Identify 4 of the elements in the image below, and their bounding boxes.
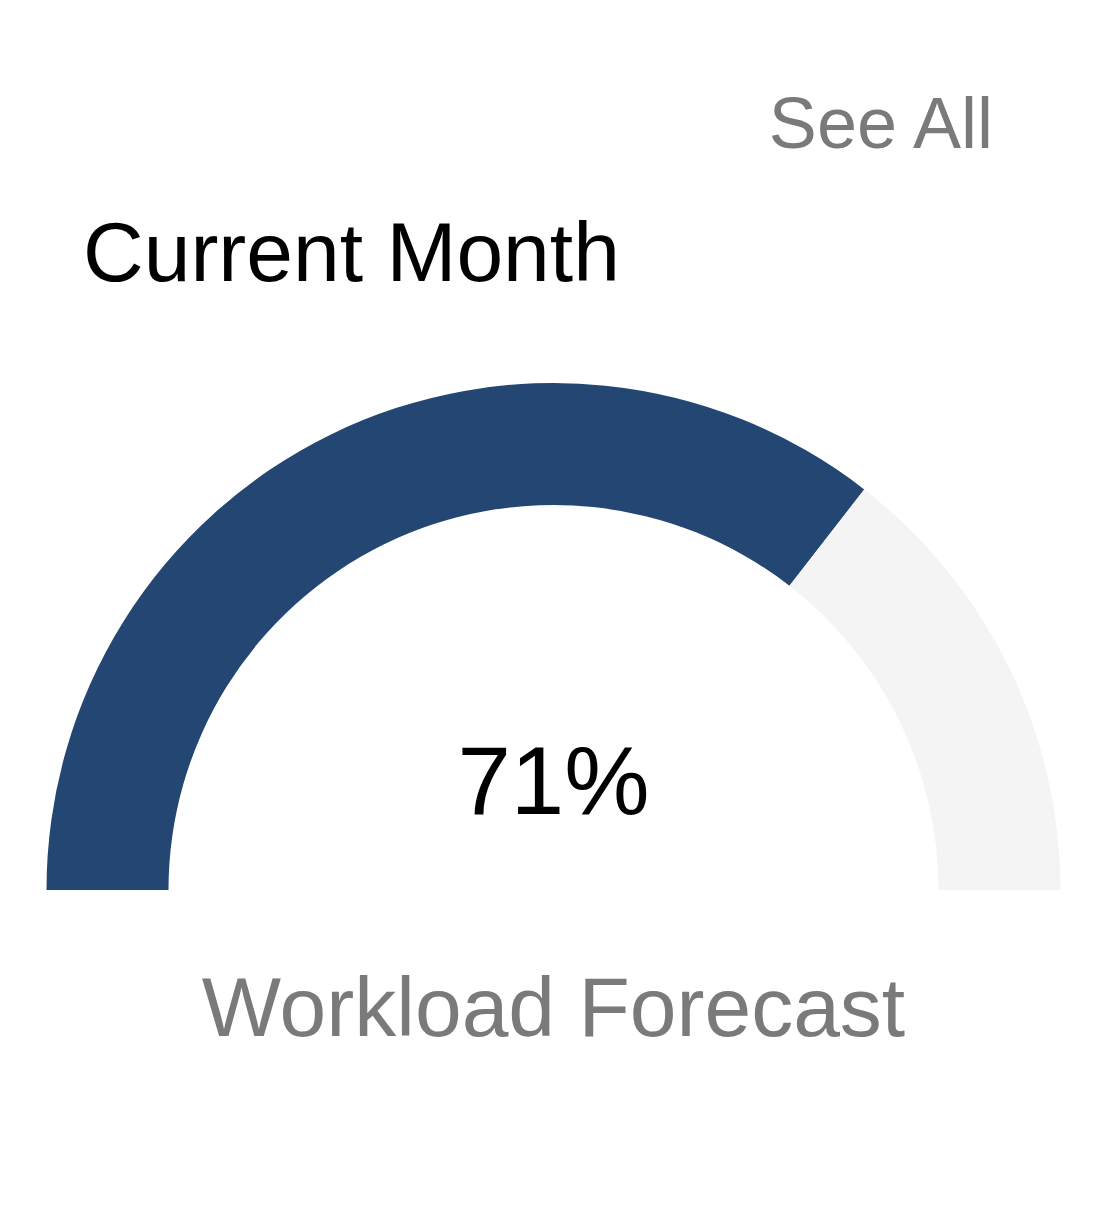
text: Workload Forecast bbox=[201, 960, 906, 1054]
data-label: 71% bbox=[457, 726, 650, 834]
chart-title: Current Month bbox=[83, 205, 620, 299]
text: See All bbox=[768, 83, 994, 163]
